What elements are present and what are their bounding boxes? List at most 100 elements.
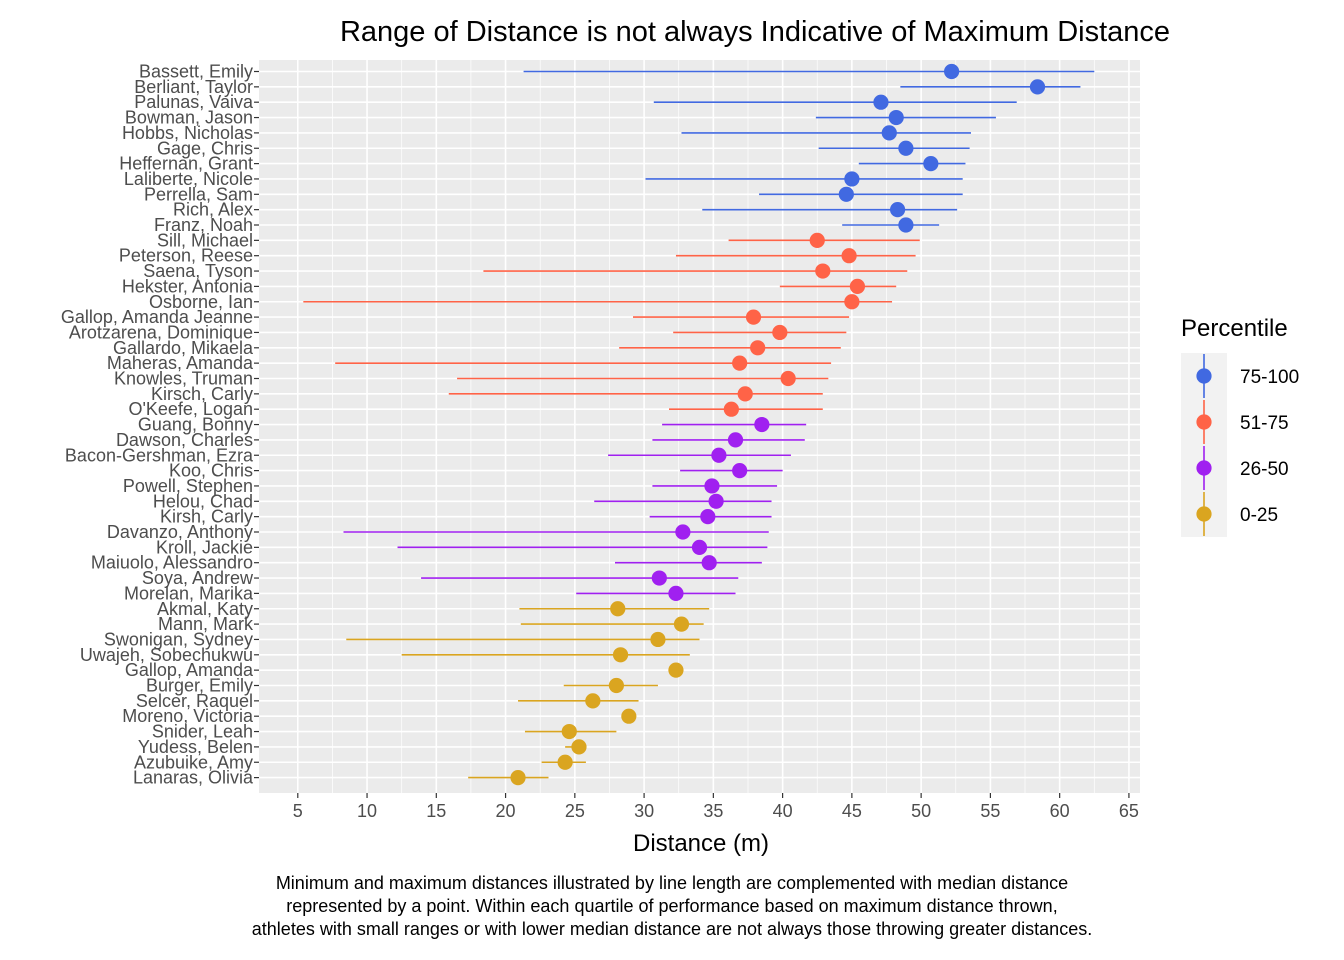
legend-key-point (1196, 368, 1212, 384)
athlete-label: Gallardo, Mikaela (113, 338, 254, 358)
median-point (873, 94, 889, 110)
athlete-label: Guang, Bonny (138, 415, 253, 435)
athlete-label: Dawson, Charles (116, 430, 253, 450)
athlete-label: Rich, Alex (173, 200, 253, 220)
legend-key-point (1196, 414, 1212, 430)
athlete-label: Lanaras, Olivia (133, 768, 254, 788)
athlete-label: O'Keefe, Logan (128, 399, 253, 419)
median-point (700, 509, 716, 525)
athlete-label: Knowles, Truman (114, 369, 253, 389)
x-tick-label: 5 (293, 801, 303, 821)
median-point (701, 555, 717, 571)
median-point (772, 324, 788, 341)
caption-line-2: represented by a point. Within each quar… (286, 896, 1058, 916)
median-point (754, 416, 770, 433)
chart-title: Range of Distance is not always Indicati… (340, 16, 1170, 48)
athlete-label: Heffernan, Grant (119, 154, 253, 174)
athlete-label: Bassett, Emily (139, 62, 253, 82)
x-tick-label: 35 (703, 801, 723, 821)
median-point (849, 278, 866, 294)
median-point (571, 739, 587, 755)
median-point (557, 754, 573, 770)
athlete-label: Swonigan, Sydney (104, 629, 253, 649)
athlete-label: Palunas, Vaiva (134, 92, 254, 112)
legend-key-point (1196, 460, 1212, 476)
athlete-label: Osborne, Ian (149, 292, 253, 312)
athlete-label: Franz, Noah (154, 215, 253, 235)
athlete-label: Snider, Leah (152, 722, 253, 742)
athlete-label: Sill, Michael (157, 230, 253, 250)
median-point (621, 708, 637, 724)
athlete-label: Maheras, Amanda (107, 353, 254, 373)
median-point (675, 524, 691, 540)
athlete-label: Hekster, Antonia (122, 276, 254, 296)
median-point (691, 539, 708, 555)
median-point (732, 355, 748, 371)
median-point (944, 63, 960, 80)
median-point (711, 447, 727, 463)
athlete-label: Uwajeh, Sobechukwu (80, 645, 253, 665)
x-axis-ticks: 5 10 15 20 25 30 35 40 45 50 55 60 65 (293, 793, 1139, 821)
athlete-label: Kirsh, Carly (160, 507, 253, 527)
athlete-label: Bowman, Jason (125, 108, 253, 128)
median-point (723, 401, 739, 417)
x-tick-label: 25 (565, 801, 585, 821)
athlete-label: Kirsch, Carly (151, 384, 253, 404)
median-point (844, 171, 860, 187)
median-point (815, 263, 831, 279)
median-point (510, 770, 526, 786)
athlete-label: Kroll, Jackie (156, 537, 253, 557)
athlete-label: Maiuolo, Alessandro (91, 553, 253, 573)
athlete-label: Azubuike, Amy (134, 752, 253, 772)
athlete-label: Morelan, Marika (124, 583, 254, 603)
median-point (668, 662, 684, 678)
legend-key-point (1196, 506, 1212, 522)
median-point (838, 186, 854, 202)
median-point (708, 493, 724, 509)
athlete-label: Berliant, Taylor (134, 77, 253, 97)
x-tick-label: 20 (496, 801, 516, 821)
median-point (732, 463, 748, 479)
x-tick-label: 50 (911, 801, 931, 821)
median-point (750, 340, 766, 356)
athlete-label: Bacon-Gershman, Ezra (65, 445, 254, 465)
athlete-label: Arotzarena, Dominique (69, 322, 253, 342)
x-tick-label: 30 (634, 801, 654, 821)
plot-panel (259, 60, 1140, 793)
median-point (745, 309, 762, 325)
median-point (608, 677, 624, 694)
median-point (585, 693, 601, 709)
athlete-label: Burger, Emily (146, 676, 253, 696)
median-point (809, 232, 825, 248)
median-point (610, 601, 626, 617)
median-point (650, 631, 666, 648)
median-point (727, 432, 744, 448)
athlete-label: Gallop, Amanda (125, 660, 254, 680)
legend-entry-label: 75-100 (1240, 367, 1299, 388)
athlete-label: Laliberte, Nicole (124, 169, 253, 189)
median-point (561, 723, 577, 740)
athlete-label: Helou, Chad (153, 491, 253, 511)
median-point (889, 202, 906, 218)
athlete-label: Moreno, Victoria (122, 706, 254, 726)
athlete-label: Hobbs, Nicholas (122, 123, 253, 143)
athlete-label: Gage, Chris (157, 138, 253, 158)
athlete-label: Yudess, Belen (138, 737, 253, 757)
x-tick-label: 60 (1050, 801, 1070, 821)
median-point (704, 478, 720, 494)
legend-entry-label: 51-75 (1240, 413, 1289, 434)
athlete-label: Davanzo, Anthony (107, 522, 253, 542)
median-points (510, 63, 1046, 786)
x-tick-label: 10 (357, 801, 377, 821)
x-tick-label: 55 (980, 801, 1000, 821)
median-point (673, 616, 690, 632)
median-point (888, 109, 904, 126)
x-tick-label: 65 (1119, 801, 1139, 821)
athlete-label: Selcer, Raquel (136, 691, 253, 711)
median-point (737, 386, 753, 402)
caption-line-1: Minimum and maximum distances illustrate… (275, 873, 1069, 893)
median-point (651, 570, 667, 586)
caption-line-3: athletes with small ranges or with lower… (251, 919, 1093, 939)
median-point (668, 585, 684, 602)
